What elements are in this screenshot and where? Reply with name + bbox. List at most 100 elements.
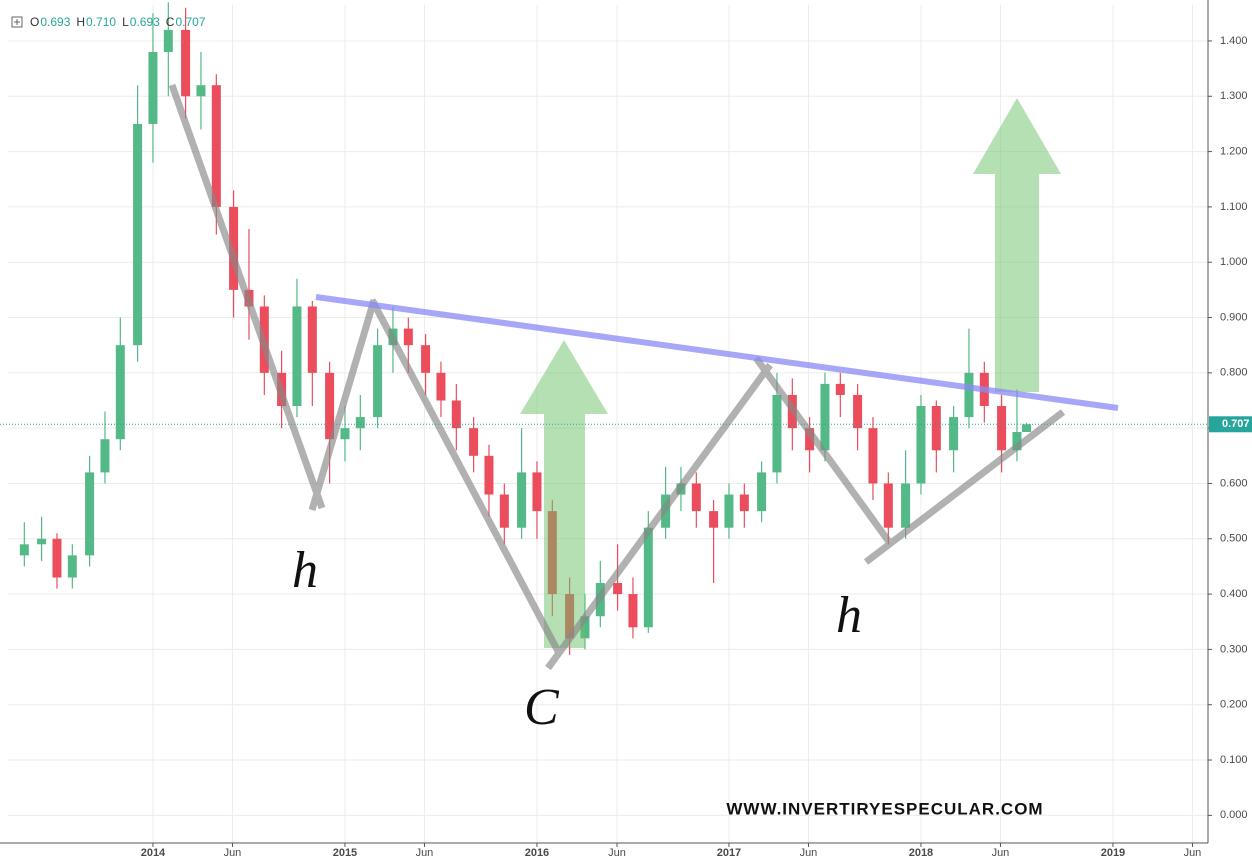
legend-key: H <box>76 15 85 29</box>
trend-lines <box>168 83 1066 671</box>
candle-body <box>163 29 173 53</box>
candle-body <box>19 544 29 556</box>
candle-body <box>709 511 719 528</box>
x-tick-label: 2019 <box>1101 847 1125 859</box>
candle-body <box>355 417 365 429</box>
candle-body <box>340 428 350 440</box>
candle-body <box>67 555 77 578</box>
x-tick-label: 2014 <box>141 847 166 859</box>
legend-icon[interactable] <box>11 16 23 28</box>
candle-body <box>292 306 302 407</box>
legend-key: O <box>30 15 39 29</box>
candle-body <box>805 428 815 451</box>
legend-key: C <box>166 15 175 29</box>
candle-body <box>868 428 878 484</box>
x-tick-label: Jun <box>608 847 626 859</box>
candle-body <box>691 483 701 512</box>
x-tick-label: 2017 <box>717 847 741 859</box>
trend-line <box>863 409 1066 565</box>
candle-body <box>325 372 335 440</box>
candle-body <box>964 372 974 418</box>
candle-body <box>916 406 926 484</box>
last-price-label: 0.707 <box>1222 418 1250 430</box>
legend-value: 0.710 <box>86 15 116 29</box>
candle-body <box>100 439 110 473</box>
hand-annotation: h <box>292 542 318 599</box>
candle-body <box>373 345 383 418</box>
trend-line <box>368 298 564 657</box>
x-tick-label: Jun <box>1184 847 1202 859</box>
candle-body <box>499 494 509 528</box>
x-tick-label: Jun <box>992 847 1010 859</box>
candle-body <box>883 483 893 528</box>
candle-body <box>451 400 461 429</box>
candle-body <box>133 123 143 346</box>
candle-body <box>739 494 749 512</box>
y-tick-label: 0.600 <box>1220 477 1248 489</box>
candle-body <box>532 472 542 512</box>
candle-body <box>85 472 95 556</box>
hand-annotation: C <box>524 679 560 736</box>
y-tick-label: 1.000 <box>1220 256 1248 268</box>
candle-body <box>931 406 941 451</box>
x-tick-label: 2018 <box>909 847 933 859</box>
candle-body <box>421 345 431 373</box>
up-arrow <box>520 340 608 648</box>
y-tick-label: 0.400 <box>1220 588 1248 600</box>
candle-body <box>211 85 221 207</box>
candle-body <box>901 483 911 528</box>
y-tick-label: 0.200 <box>1220 699 1248 711</box>
candle-body <box>820 383 830 451</box>
candle-body <box>517 472 527 528</box>
y-tick-label: 1.400 <box>1220 35 1248 47</box>
candle-body <box>772 394 782 473</box>
candle-body <box>1022 424 1032 433</box>
candle-body <box>307 306 317 373</box>
legend-value: 0.693 <box>40 15 70 29</box>
x-tick-label: 2016 <box>525 847 549 859</box>
ohlc-legend: O 0.693 H 0.710 L 0.693 C 0.707 <box>30 15 206 29</box>
y-tick-label: 0.900 <box>1220 311 1248 323</box>
resistance-line <box>315 294 1119 411</box>
candle-body <box>403 328 413 346</box>
trend-line <box>308 299 378 511</box>
candle-body <box>613 583 623 595</box>
y-tick-label: 1.300 <box>1220 90 1248 102</box>
candle-body <box>997 406 1007 451</box>
x-tick-label: Jun <box>800 847 818 859</box>
x-tick-label: Jun <box>416 847 434 859</box>
legend-value: 0.693 <box>130 15 160 29</box>
candle-body <box>853 394 863 429</box>
candle-body <box>52 538 62 578</box>
candle-body <box>115 345 125 440</box>
x-tick-label: 2015 <box>333 847 357 859</box>
candle-body <box>148 52 158 124</box>
hand-annotation: h <box>836 587 862 644</box>
candle-body <box>949 417 959 451</box>
y-tick-label: 0.000 <box>1220 809 1248 821</box>
candle-body <box>643 527 653 628</box>
candle-body <box>1012 432 1022 451</box>
trend-line <box>168 83 326 510</box>
drawings <box>168 83 1119 671</box>
candle-body <box>181 29 191 97</box>
candle-body <box>196 85 206 97</box>
y-tick-label: 0.300 <box>1220 643 1248 655</box>
watermark: WWW.INVERTIRYESPECULAR.COM <box>726 799 1043 818</box>
y-tick-label: 0.100 <box>1220 754 1248 766</box>
legend-value: 0.707 <box>175 15 205 29</box>
candle-body <box>469 428 479 456</box>
candle-body <box>757 472 767 512</box>
candle-body <box>484 455 494 495</box>
y-tick-label: 1.200 <box>1220 145 1248 157</box>
last-price-tag <box>1209 416 1252 433</box>
candle-body <box>724 494 734 528</box>
trend-line <box>545 362 773 671</box>
up-arrow <box>973 98 1061 392</box>
y-tick-label: 1.100 <box>1220 201 1248 213</box>
candle-body <box>835 383 845 395</box>
y-tick-label: 0.800 <box>1220 367 1248 379</box>
